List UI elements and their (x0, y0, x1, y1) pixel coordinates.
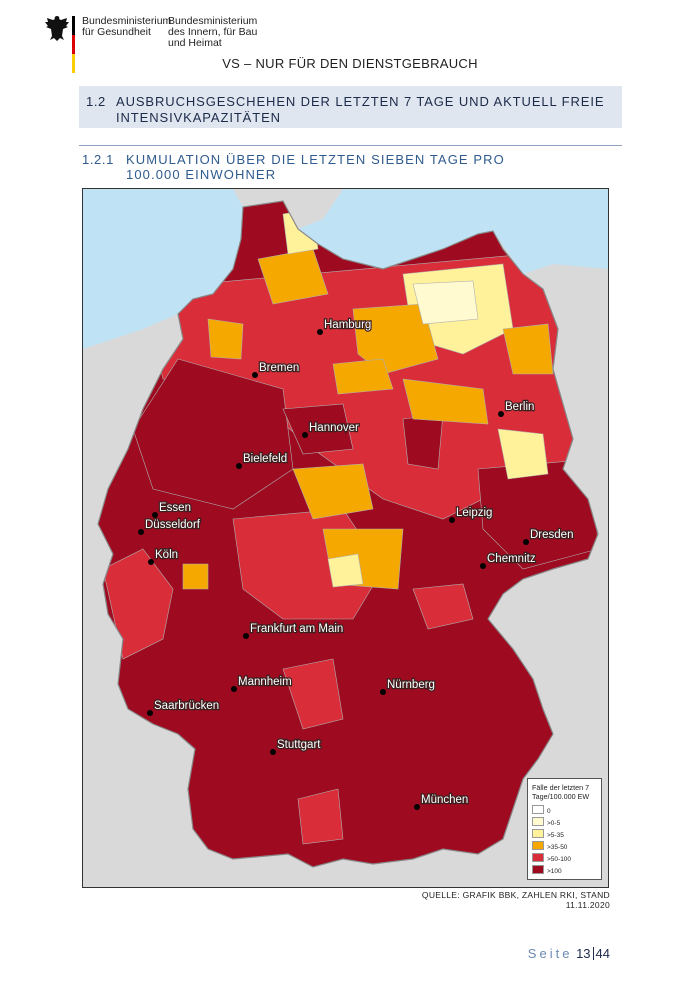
legend-item: >50-100 (532, 853, 572, 863)
map-legend: Fälle der letzten 7 Tage/100.000 EW 0 >0-… (527, 778, 602, 880)
region-west-orange (182, 563, 209, 590)
legend-label: >50-100 (547, 856, 572, 863)
legend-swatch (532, 805, 544, 814)
city-label: Köln (155, 549, 178, 561)
region-berlin-light (497, 428, 549, 480)
page-separator (592, 947, 594, 960)
page-total: 44 (595, 946, 610, 961)
region-frisia-orange (207, 318, 244, 360)
legend-label: >0-5 (547, 820, 561, 827)
region-brandenburg-orange (402, 378, 489, 425)
city-dot (152, 512, 158, 518)
region-mid-dark (402, 413, 444, 470)
city-dot (270, 749, 276, 755)
germany-map: Hamburg Bremen Berlin Hannover Bielefeld Esse… (83, 189, 608, 887)
legend-swatch (532, 865, 544, 874)
city-dot (302, 432, 308, 438)
legend-title: Fälle der letzten 7 Tage/100.000 EW (532, 783, 590, 801)
city-dot (480, 563, 486, 569)
legend-swatch (532, 841, 544, 850)
legend-item: >35-50 (532, 841, 568, 851)
legend-label: >35-50 (547, 844, 568, 851)
legend-label: >100 (547, 868, 562, 875)
legend-item: >0-5 (532, 817, 561, 827)
classification-label: VS – NUR FÜR DEN DIENSTGEBRAUCH (222, 56, 478, 71)
region-central-dark (282, 403, 354, 455)
city-dot (252, 372, 258, 378)
legend-swatch (532, 829, 544, 838)
federal-eagle-icon (45, 16, 69, 41)
flag-gold (72, 54, 75, 73)
legend-item: 0 (532, 805, 551, 815)
city-label: Mannheim (238, 676, 292, 688)
germany-outline (97, 200, 599, 868)
city-dot (243, 633, 249, 639)
city-label: Bremen (259, 362, 299, 374)
legend-item: >100 (532, 865, 562, 875)
region-lowersaxony-orange (332, 358, 394, 395)
city-dot (317, 329, 323, 335)
section-title: AUSBRUCHSGESCHEHEN DER LETZTEN 7 TAGE UN… (116, 94, 605, 125)
city-label: Hamburg (324, 319, 371, 331)
city-dot (147, 710, 153, 716)
denmark (233, 189, 343, 229)
flag-bar (72, 16, 75, 73)
city-dot (138, 529, 144, 535)
region-south-high (297, 788, 344, 845)
section-number: 1.2 (86, 94, 106, 109)
incidence-map: Hamburg Bremen Berlin Hannover Bielefeld Esse… (82, 188, 609, 888)
flag-red (72, 35, 75, 54)
city-label: München (421, 794, 468, 806)
region-thuringia-light (327, 553, 364, 588)
city-dot (523, 539, 529, 545)
page-footer: Seite 13 44 (470, 946, 610, 961)
subsection-number: 1.2.1 (82, 152, 114, 167)
region-harz-orange (292, 463, 374, 520)
city-dot (148, 559, 154, 565)
sea-area (83, 189, 608, 349)
city-dot (498, 411, 504, 417)
region-bavaria-high (412, 583, 474, 630)
region-east-orange (502, 323, 554, 375)
city-label: Essen (159, 502, 191, 514)
city-label: Nürnberg (387, 679, 435, 691)
city-dot (236, 463, 242, 469)
city-label: Frankfurt am Main (250, 623, 343, 635)
city-label: Dresden (530, 529, 573, 541)
city-label: Düsseldorf (145, 519, 201, 531)
city-markers: Hamburg Bremen Berlin Hannover Bielefeld Esse… (138, 318, 575, 810)
legend-swatch (532, 817, 544, 826)
legend-item: >5-35 (532, 829, 564, 839)
legend-swatch (532, 853, 544, 862)
legend-label: >5-35 (547, 832, 564, 839)
city-label: Berlin (505, 401, 534, 413)
region-north-orange (352, 303, 439, 375)
city-dot (231, 686, 237, 692)
city-label: Hannover (309, 422, 359, 434)
city-dot (449, 517, 455, 523)
page-number: 13 (576, 946, 591, 961)
city-dot (414, 804, 420, 810)
ministry-interior-label: Bundesministerium des Innern, für Bau un… (168, 15, 258, 49)
flag-black (72, 16, 75, 35)
city-label: Bielefeld (243, 453, 287, 465)
region-mv-lightest (412, 280, 479, 325)
city-label: Saarbrücken (154, 700, 219, 712)
ministry-health-label: Bundesministerium für Gesundheit (82, 15, 172, 38)
section-heading-box (79, 86, 622, 128)
legend-label: 0 (547, 808, 551, 815)
region-bw-high (282, 658, 344, 730)
page-label: Seite (527, 946, 573, 961)
city-label: Leipzig (456, 507, 492, 519)
city-label: Chemnitz (487, 553, 536, 565)
section-divider (79, 145, 622, 146)
source-note: QUELLE: GRAFIK BBK, ZAHLEN RKI, STAND 11… (421, 890, 610, 910)
subsection-title: KUMULATION ÜBER DIE LETZTEN SIEBEN TAGE … (126, 152, 505, 182)
city-label: Stuttgart (277, 739, 321, 751)
city-dot (380, 689, 386, 695)
